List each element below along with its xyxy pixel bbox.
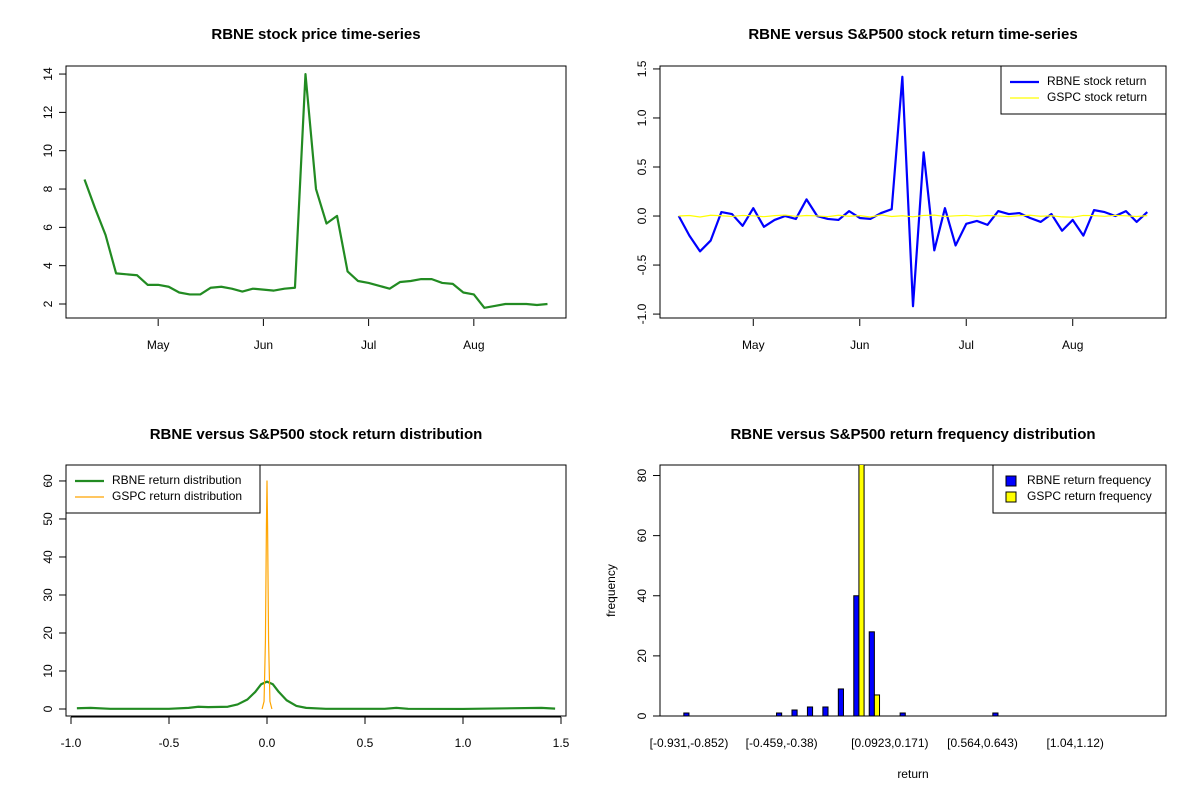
legend-swatch bbox=[1005, 475, 1017, 487]
y-tick-label: 6 bbox=[41, 224, 55, 231]
x-tick-label: May bbox=[742, 338, 765, 352]
y-tick-label: 50 bbox=[41, 512, 55, 526]
data-line bbox=[76, 680, 556, 711]
y-tick-label: 40 bbox=[635, 589, 649, 603]
x-axis-label: return bbox=[897, 767, 928, 781]
bar bbox=[806, 706, 814, 716]
chart-title: RBNE versus S&P500 stock return time-ser… bbox=[748, 26, 1077, 43]
y-tick-label: 1.0 bbox=[635, 109, 649, 126]
x-tick-label: [0.564,0.643) bbox=[947, 736, 1018, 750]
y-tick-label: 4 bbox=[41, 262, 55, 269]
legend-label: GSPC return frequency bbox=[1027, 489, 1152, 503]
y-axis-label: frequency bbox=[604, 564, 618, 617]
y-tick-label: 60 bbox=[41, 474, 55, 488]
bar bbox=[837, 688, 844, 716]
y-tick-label: 12 bbox=[41, 105, 55, 119]
bar bbox=[858, 465, 865, 716]
x-tick-label: [0.0923,0.171) bbox=[851, 736, 928, 750]
x-tick-label: [-0.459,-0.38) bbox=[746, 736, 818, 750]
y-tick-label: 1.5 bbox=[635, 60, 649, 77]
x-tick-label: Aug bbox=[463, 338, 484, 352]
y-tick-label: 14 bbox=[41, 67, 55, 81]
y-tick-label: 2 bbox=[41, 300, 55, 307]
y-tick-label: 0.5 bbox=[635, 158, 649, 175]
x-tick-label: [-0.931,-0.852) bbox=[650, 736, 729, 750]
chart-title: RBNE stock price time-series bbox=[211, 26, 420, 43]
legend-swatch bbox=[1005, 491, 1017, 503]
y-tick-label: 20 bbox=[41, 626, 55, 640]
data-line bbox=[261, 480, 273, 710]
x-tick-label: [1.04,1.12) bbox=[1047, 736, 1104, 750]
x-tick-label: -0.5 bbox=[159, 736, 180, 750]
y-tick-label: 10 bbox=[41, 664, 55, 678]
y-tick-label: -1.0 bbox=[635, 303, 649, 324]
data-line bbox=[677, 75, 1149, 308]
x-tick-label: 1.5 bbox=[553, 736, 570, 750]
chart-title: RBNE versus S&P500 stock return distribu… bbox=[150, 426, 483, 443]
bar bbox=[683, 712, 690, 716]
y-tick-label: 60 bbox=[635, 529, 649, 543]
bar bbox=[992, 712, 999, 716]
data-line bbox=[83, 72, 548, 309]
legend-label: RBNE return frequency bbox=[1027, 473, 1151, 487]
x-tick-label: May bbox=[147, 338, 170, 352]
y-tick-label: 0 bbox=[635, 712, 649, 719]
x-tick-label: -1.0 bbox=[61, 736, 82, 750]
bar bbox=[791, 709, 798, 716]
y-tick-label: 10 bbox=[41, 144, 55, 158]
x-tick-label: Jun bbox=[254, 338, 273, 352]
y-tick-label: 30 bbox=[41, 588, 55, 602]
y-tick-label: 80 bbox=[635, 469, 649, 483]
x-tick-label: Jun bbox=[850, 338, 869, 352]
x-tick-label: Jul bbox=[959, 338, 974, 352]
legend-box bbox=[1000, 65, 1167, 115]
legend-box bbox=[992, 464, 1167, 514]
y-tick-label: 0.0 bbox=[635, 207, 649, 224]
y-tick-label: 40 bbox=[41, 550, 55, 564]
y-tick-label: 0 bbox=[41, 705, 55, 712]
chart-title: RBNE versus S&P500 return frequency dist… bbox=[730, 426, 1095, 443]
legend-label: RBNE return distribution bbox=[112, 473, 241, 487]
x-tick-label: 0.5 bbox=[357, 736, 374, 750]
bar bbox=[853, 595, 860, 716]
bar bbox=[899, 712, 906, 716]
legend-label: GSPC return distribution bbox=[112, 489, 242, 503]
bar bbox=[776, 712, 783, 716]
x-tick-label: Jul bbox=[361, 338, 376, 352]
bar bbox=[822, 706, 829, 716]
y-tick-label: 20 bbox=[635, 649, 649, 663]
legend-label: RBNE stock return bbox=[1047, 74, 1146, 88]
legend-label: GSPC stock return bbox=[1047, 90, 1147, 104]
legend-box bbox=[65, 464, 261, 514]
data-line bbox=[678, 214, 1148, 218]
bar bbox=[873, 694, 881, 716]
y-tick-label: 8 bbox=[41, 185, 55, 192]
x-tick-label: Aug bbox=[1062, 338, 1083, 352]
bar bbox=[868, 631, 875, 716]
x-tick-label: 1.0 bbox=[455, 736, 472, 750]
x-tick-label: 0.0 bbox=[259, 736, 276, 750]
y-tick-label: -0.5 bbox=[635, 254, 649, 275]
